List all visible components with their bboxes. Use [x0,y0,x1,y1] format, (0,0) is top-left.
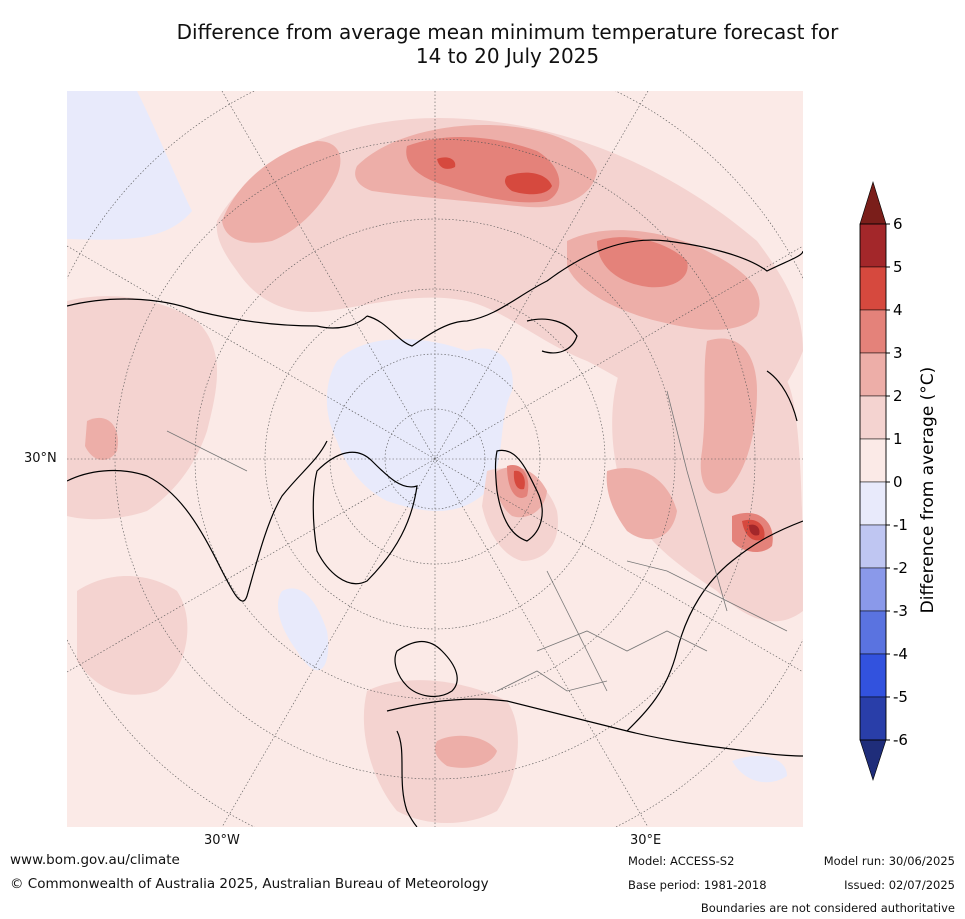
lon-label-30w: 30°W [204,833,240,848]
anomaly-2-3-pacific [222,141,341,243]
colorbar-ticks: 6 5 4 3 2 1 0 -1 -2 -3 -4 -5 -6 [886,215,908,749]
colorbar-segment [859,696,887,741]
anomaly-5-6-asia [749,524,760,536]
graticule [67,91,803,827]
colorbar-tick-label: 5 [893,258,903,276]
colorbar-tick-label: 1 [893,430,903,448]
colorbar-segment [859,438,887,483]
title-line-1: Difference from average mean minimum tem… [176,20,839,44]
issued-date: Issued: 02/07/2025 [844,878,955,892]
lon-label-30e: 30°E [630,833,662,848]
colorbar-under-arrow [859,739,887,781]
colorbar-segments [859,223,887,741]
colorbar-segment [859,610,887,655]
colorbar-tick-label: 6 [893,215,903,233]
anomaly-4-5-chukotka [437,157,456,169]
anomaly-2-3-canada [85,417,118,461]
anomaly-blue-pacific [67,91,192,240]
copyright-text: © Commonwealth of Australia 2025, Austra… [10,876,489,892]
colorbar-over-arrow [859,180,887,225]
colorbar-segment [859,223,887,268]
colorbar-segment [859,524,887,569]
title-line-2: 14 to 20 July 2025 [415,44,600,68]
model-name: Model: ACCESS-S2 [628,854,735,868]
colorbar-segment [859,653,887,698]
website-link[interactable]: www.bom.gov.au/climate [10,852,180,868]
lat-label-30n: 30°N [24,451,57,466]
colorbar-tick-label: 4 [893,301,903,319]
colorbar-tick-label: -2 [893,559,908,577]
anomaly-blue-east [732,756,787,783]
anomaly-4-5-arctic [504,172,552,195]
disclaimer: Boundaries are not considered authoritat… [700,901,955,915]
anomaly-3-4-siberia [597,237,688,288]
colorbar-tick-label: -5 [893,688,908,706]
anomaly-1-2-americas [67,296,217,520]
anomaly-blue-arctic [326,339,513,511]
base-period: Base period: 1981-2018 [628,878,767,892]
anomaly-1-2-pacific-south [77,576,188,695]
colorbar-segment [859,567,887,612]
country-borders [166,390,788,692]
anomaly-2-3-central-asia [700,338,757,494]
colorbar-segment [859,395,887,440]
colorbar-tick-label: 0 [893,473,903,491]
colorbar-tick-label: -6 [893,731,908,749]
colorbar: 6 5 4 3 2 1 0 -1 -2 -3 -4 -5 -6 Difference from aver… [859,180,938,781]
model-run-date: Model run: 30/06/2025 [823,854,955,868]
anomaly-4-5-scandinavia [513,470,525,490]
colorbar-segment [859,266,887,311]
anomaly-blue-atlantic [277,588,329,671]
colorbar-tick-label: 2 [893,387,903,405]
coastlines [67,239,803,827]
colorbar-segment [859,481,887,526]
map-title: Difference from average mean minimum tem… [60,20,955,68]
colorbar-tick-label: 3 [893,344,903,362]
colorbar-segment [859,352,887,397]
colorbar-tick-label: -4 [893,645,908,663]
colorbar-label: Difference from average (°C) [918,367,938,614]
anomaly-2-3-north-africa [435,735,497,768]
colorbar-segment [859,309,887,354]
forecast-map [67,91,803,827]
anomaly-2-3-south-asia [606,467,677,540]
colorbar-tick-label: -1 [893,516,908,534]
colorbar-tick-label: -3 [893,602,908,620]
